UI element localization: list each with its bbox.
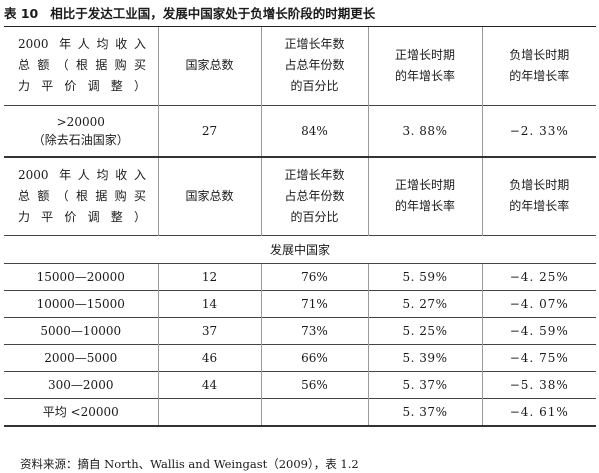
row-income: 10000—15000 [4,289,158,317]
header-income: 2000 年人均收入 总额（根据购买 力平价调整） [18,37,146,94]
row-count: 44 [157,370,261,398]
row-neg-rate: −4. 59% [481,316,596,344]
developed-pos-rate: 3. 88% [367,104,482,157]
header-share: 正增长年数 占总年份数 的百分比 [260,156,368,235]
table-row-average: 平均 <20000 5. 37% −4. 61% [4,397,596,427]
row-income: 2000—5000 [4,343,158,371]
header-neg-rate: 负增长时期 的年增长率 [481,156,596,235]
row-pos-rate: 5. 25% [367,316,482,344]
row-count: 14 [157,289,261,317]
row-income: 15000—20000 [4,262,158,290]
table-caption: 相比于发达工业国，发展中国家处于负增长阶段的时期更长 [50,6,376,21]
header-row-developing: 2000 年人均收入 总额（根据购买 力平价调整） 国家总数 正增长年数 占总年份… [4,156,596,235]
table-row: 2000—5000 46 66% 5. 39% −4. 75% [4,343,596,371]
developed-income: >20000 （除去石油国家） [4,104,158,157]
header-row-developed: 2000 年人均收入 总额（根据购买 力平价调整） 国家总数 正增长年数 占总年份… [4,27,596,105]
row-neg-rate: −4. 61% [481,397,596,427]
row-pos-rate: 5. 27% [367,289,482,317]
row-share: 56% [260,370,368,398]
table-row: 15000—20000 12 76% 5. 59% −4. 25% [4,262,596,290]
header-neg-rate: 负增长时期 的年增长率 [481,27,596,105]
row-count [157,397,261,427]
developed-count: 27 [157,104,261,157]
row-neg-rate: −4. 75% [481,343,596,371]
row-neg-rate: −4. 25% [481,262,596,290]
table-title: 表 10 相比于发达工业国，发展中国家处于负增长阶段的时期更长 [4,2,596,26]
row-share [260,397,368,427]
row-income: 平均 <20000 [4,397,158,427]
row-neg-rate: −5. 38% [481,370,596,398]
developed-neg-rate: −2. 33% [481,104,596,157]
row-income: 300—2000 [4,370,158,398]
row-income: 5000—10000 [4,316,158,344]
row-neg-rate: −4. 07% [481,289,596,317]
row-share: 73% [260,316,368,344]
row-share: 76% [260,262,368,290]
developed-row: >20000 （除去石油国家） 27 84% 3. 88% −2. 33% [4,104,596,157]
row-pos-rate: 5. 59% [367,262,482,290]
row-count: 12 [157,262,261,290]
header-count: 国家总数 [157,27,261,105]
table-row: 300—2000 44 56% 5. 37% −5. 38% [4,370,596,398]
header-pos-rate: 正增长时期 的年增长率 [367,27,482,105]
row-pos-rate: 5. 39% [367,343,482,371]
table-row: 5000—10000 37 73% 5. 25% −4. 59% [4,316,596,344]
row-pos-rate: 5. 37% [367,370,482,398]
row-count: 37 [157,316,261,344]
growth-table: 2000 年人均收入 总额（根据购买 力平价调整） 国家总数 正增长年数 占总年份… [4,27,596,427]
table-row: 10000—15000 14 71% 5. 27% −4. 07% [4,289,596,317]
header-count: 国家总数 [157,156,261,235]
row-pos-rate: 5. 37% [367,397,482,427]
section-label: 发展中国家 [4,234,596,263]
section-row: 发展中国家 [4,234,596,263]
row-share: 71% [260,289,368,317]
table-number: 表 10 [4,6,39,21]
header-share: 正增长年数 占总年份数 的百分比 [260,27,368,105]
row-share: 66% [260,343,368,371]
row-count: 46 [157,343,261,371]
header-income: 2000 年人均收入 总额（根据购买 力平价调整） [4,156,158,235]
title-rule [4,26,596,27]
source-note: 资料来源：摘自 North、Wallis and Weingast（2009），… [20,457,359,471]
developed-share: 84% [260,104,368,157]
header-pos-rate: 正增长时期 的年增长率 [367,156,482,235]
